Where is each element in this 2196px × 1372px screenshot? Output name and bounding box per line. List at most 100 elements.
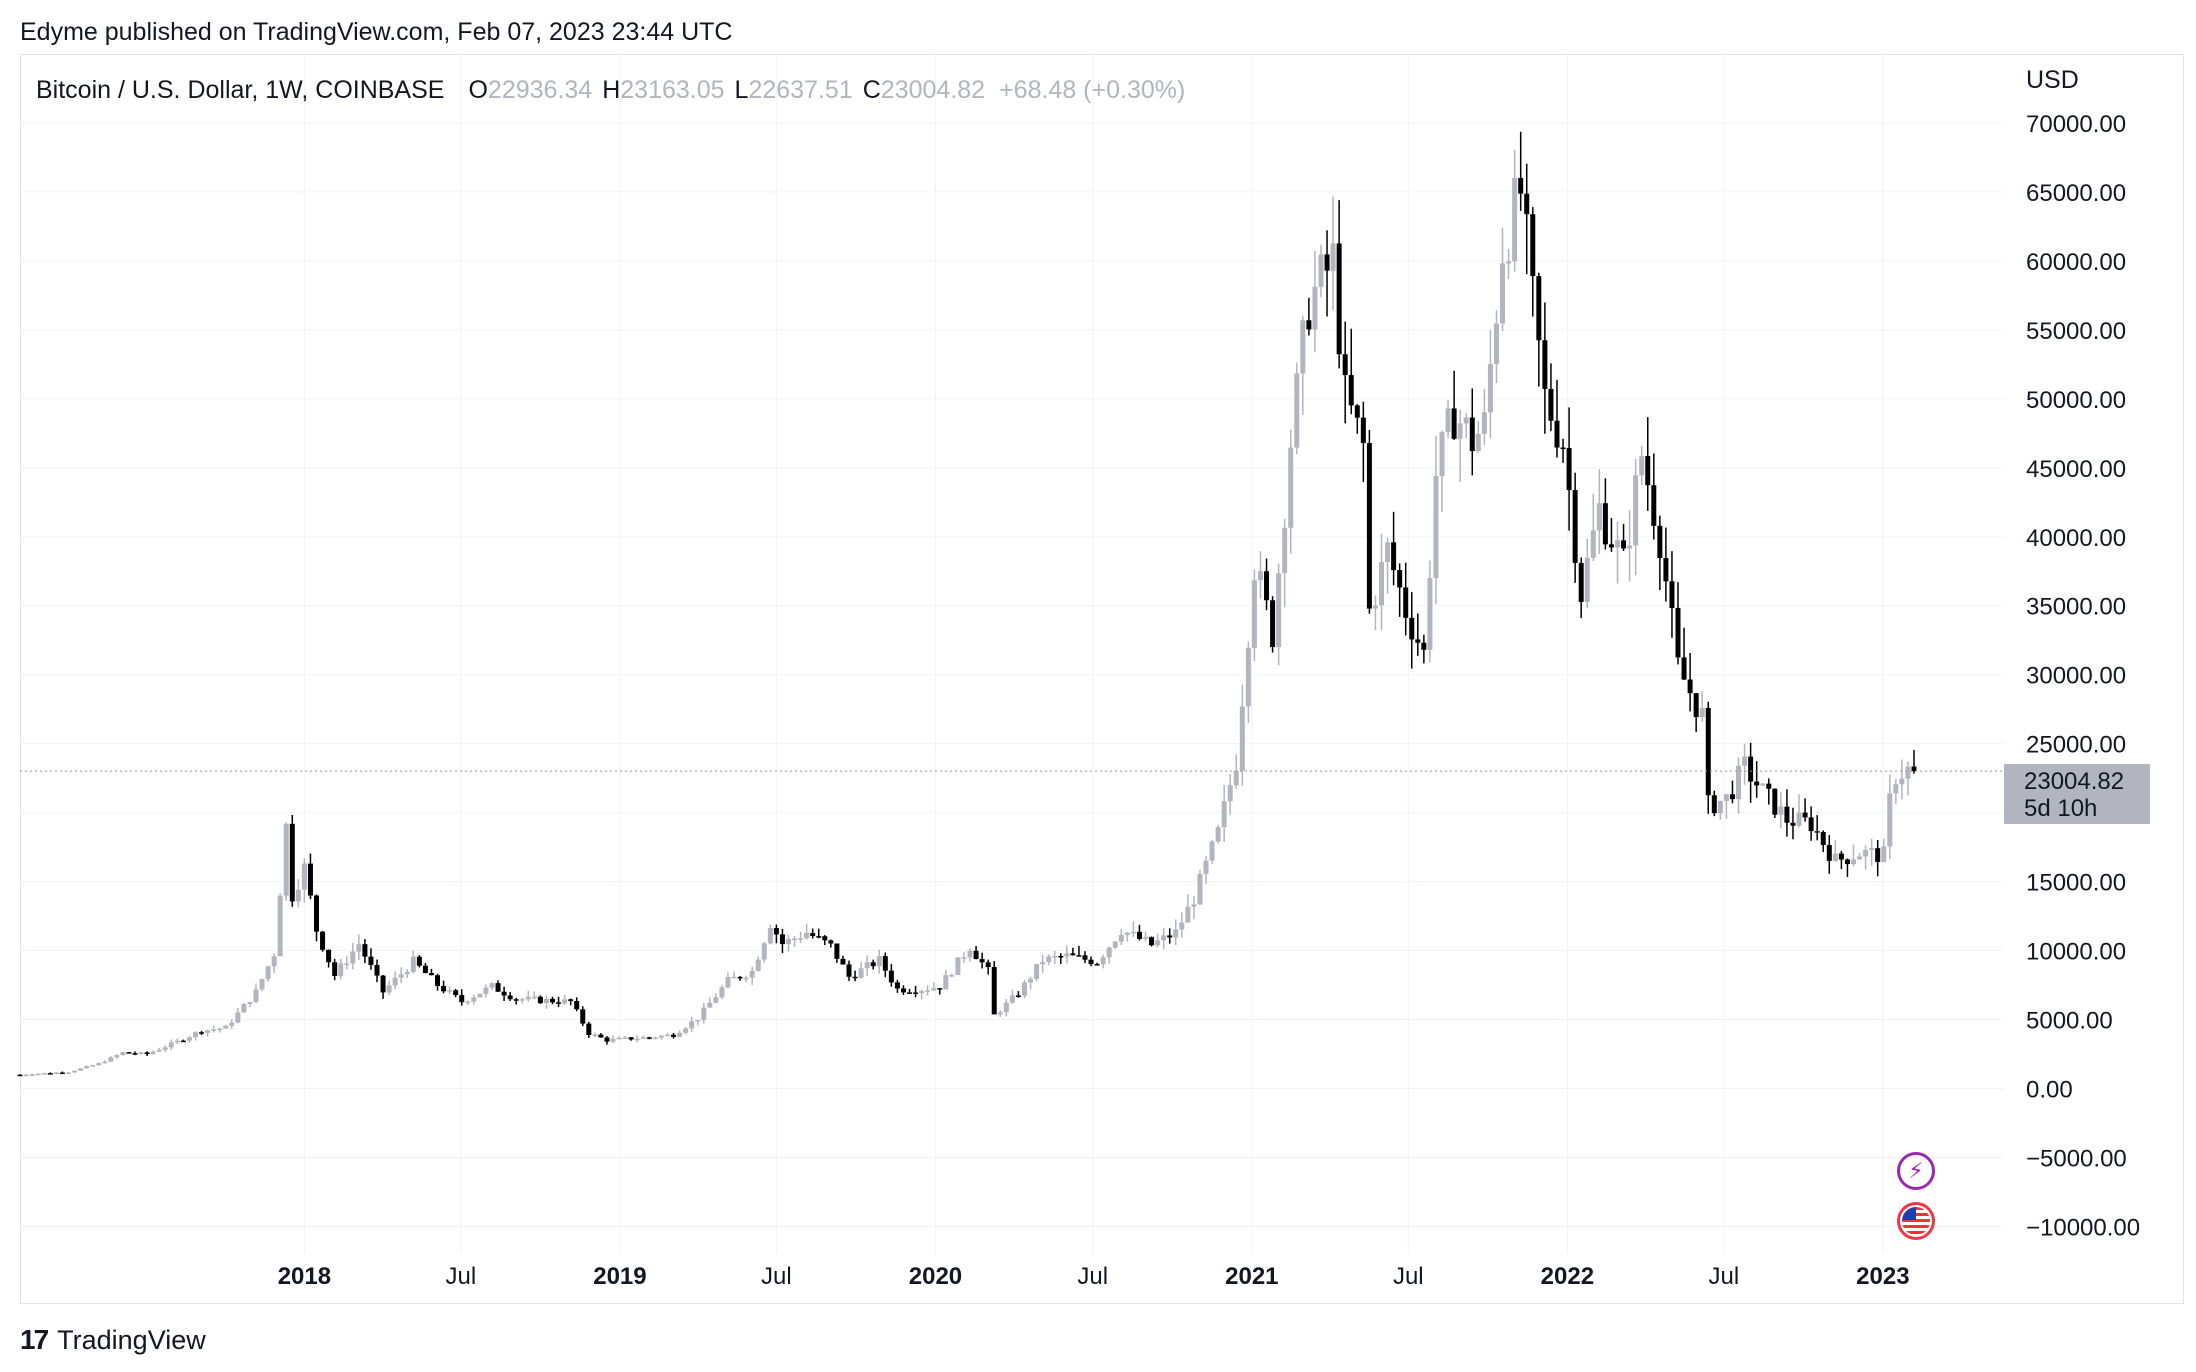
candle-up <box>634 1038 640 1041</box>
candle-up <box>1197 873 1203 905</box>
lightning-icon[interactable]: ⚡ <box>1897 1152 1935 1190</box>
candle-up <box>205 1030 211 1033</box>
candle-up <box>1596 503 1602 531</box>
candle-down <box>816 936 822 938</box>
candle-up <box>1427 578 1433 650</box>
us-flag-icon[interactable] <box>1897 1202 1935 1240</box>
candle-up <box>483 987 489 994</box>
candle-down <box>1814 831 1820 833</box>
candle-up <box>658 1035 664 1038</box>
candle-up <box>925 990 931 992</box>
candle-down <box>1748 756 1754 782</box>
candle-down <box>1469 417 1475 452</box>
candle-up <box>955 957 961 975</box>
y-tick-label: −10000.00 <box>2026 1214 2140 1241</box>
candle-up <box>1034 964 1040 979</box>
candle-down <box>1409 617 1415 640</box>
candle-up <box>162 1047 168 1050</box>
x-tick-label: Jul <box>1393 1263 1424 1290</box>
candle-up <box>1385 542 1391 563</box>
y-tick-label: 55000.00 <box>2026 318 2126 345</box>
candle-up <box>1009 995 1015 1003</box>
candle-up <box>1118 935 1124 942</box>
candle-down <box>1070 953 1076 956</box>
candle-down <box>1657 525 1663 559</box>
y-tick-label: 45000.00 <box>2026 456 2126 483</box>
candle-down <box>368 956 374 966</box>
candle-down <box>1076 955 1082 957</box>
y-tick-label: 15000.00 <box>2026 870 2126 897</box>
candle-down <box>1911 766 1917 772</box>
last-price-value: 23004.82 <box>2024 768 2125 795</box>
candle-up <box>120 1052 126 1056</box>
candle-down <box>1094 964 1100 966</box>
candle-up <box>344 963 350 965</box>
candle-down <box>628 1037 634 1040</box>
x-tick-label: 2018 <box>278 1263 331 1290</box>
candle-down <box>1554 420 1560 448</box>
candle-down <box>1681 657 1687 680</box>
candle-down <box>1167 935 1173 938</box>
candle-down <box>586 1023 592 1035</box>
candle-down <box>507 995 513 1000</box>
y-tick-label: 60000.00 <box>2026 249 2126 276</box>
candle-up <box>997 1012 1003 1015</box>
candle-up <box>489 983 495 988</box>
tradingview-brand[interactable]: 17 TradingView <box>20 1324 206 1356</box>
tradingview-logo-icon: 17 <box>20 1324 49 1355</box>
candle-down <box>580 1009 586 1024</box>
candle-up <box>1439 432 1445 477</box>
candle-down <box>810 933 816 937</box>
candle-down <box>1766 783 1772 789</box>
candle-up <box>1245 647 1251 707</box>
candle-up <box>1760 783 1766 786</box>
candle-up <box>1191 904 1197 907</box>
candle-up <box>235 1012 241 1023</box>
candle-down <box>1524 193 1530 215</box>
candle-up <box>65 1072 71 1074</box>
candle-down <box>646 1037 652 1039</box>
candle-up <box>1288 447 1294 528</box>
candle-down <box>47 1073 53 1075</box>
candle-down <box>362 944 368 957</box>
candle-up <box>767 928 773 944</box>
candle-up <box>1203 860 1209 874</box>
low-value: 22637.51 <box>748 76 853 104</box>
candle-up <box>1300 320 1306 374</box>
candle-down <box>568 999 574 1001</box>
candle-up <box>114 1055 120 1058</box>
candle-up <box>338 963 344 976</box>
candle-down <box>913 992 919 994</box>
currency-label[interactable]: USD <box>2026 66 2079 94</box>
candle-down <box>779 934 785 945</box>
candle-up <box>295 889 301 902</box>
candle-up <box>156 1049 162 1052</box>
change-value: +68.48 (+0.30%) <box>999 76 1186 104</box>
bar-countdown: 5d 10h <box>2024 795 2098 822</box>
candle-up <box>259 979 265 990</box>
candle-down <box>17 1074 23 1077</box>
candle-up <box>168 1042 174 1048</box>
candle-down <box>1711 795 1717 814</box>
candle-up <box>876 956 882 967</box>
candle-down <box>1772 788 1778 815</box>
candle-down <box>834 943 840 959</box>
candle-up <box>1832 853 1838 861</box>
candle-down <box>1306 320 1312 330</box>
candle-up <box>707 1002 713 1008</box>
candle-up <box>1796 812 1802 826</box>
candle-down <box>1784 806 1790 823</box>
candle-down <box>441 985 447 992</box>
candle-down <box>737 976 743 979</box>
candle-down <box>1651 485 1657 526</box>
candle-down <box>1566 447 1572 491</box>
candle-down <box>513 999 519 1001</box>
x-tick-label: Jul <box>1077 1263 1108 1290</box>
candle-down <box>1844 859 1850 865</box>
candle-up <box>465 1001 471 1004</box>
symbol-description[interactable]: Bitcoin / U.S. Dollar, 1W, COINBASE <box>36 76 445 104</box>
candle-up <box>84 1066 90 1069</box>
candle-up <box>610 1038 616 1042</box>
candle-up <box>1221 801 1227 828</box>
